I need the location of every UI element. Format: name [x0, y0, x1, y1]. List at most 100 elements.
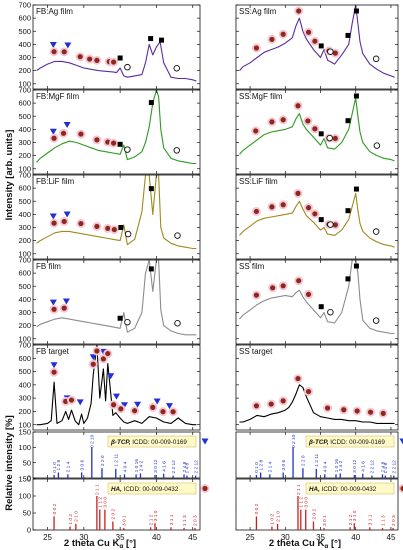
y-tick-label: 700 [18, 86, 31, 95]
y-tick-label: 600 [18, 184, 31, 193]
ref-bar-label: 3 0 1 [122, 515, 128, 526]
y-tick-label: 100 [18, 443, 31, 452]
y-tick-label: 100 [18, 164, 31, 173]
legend-card: ICDD: 00-009-0432 [122, 486, 179, 493]
ref-bar-label: 3 0 6 [281, 459, 287, 470]
ref-bar-label: 2 1 1 [296, 484, 302, 495]
ref-bar-label: 4 0 4 [323, 461, 329, 472]
legend-box [107, 435, 197, 448]
ref-bar-label: 2 2 12 [171, 460, 177, 474]
ref-bar-label: 2 0 3 [193, 515, 199, 526]
y-tick-label: 300 [18, 308, 31, 317]
panel-frame [32, 4, 201, 90]
marker-triangle [49, 41, 57, 48]
chart-panel: SS target [235, 344, 399, 431]
ref-bar-label: 1 0 16 [334, 459, 340, 473]
y-tick-label: 500 [18, 367, 31, 376]
marker-circle [51, 369, 57, 375]
series-line [239, 5, 395, 78]
marker-triangle [62, 298, 70, 305]
ref-bar-label: 1 0 16 [134, 459, 140, 473]
marker-square [148, 186, 154, 192]
y-tick-label: 500 [18, 282, 31, 291]
panel-frame [235, 89, 399, 175]
panel-frame [32, 89, 201, 175]
ref-bar-label: 2 1 0 [74, 511, 80, 522]
marker-triangle [49, 213, 57, 220]
ref-bar-label: 2 2 0 [100, 455, 106, 466]
marker-circle [269, 204, 275, 210]
marker-circle [61, 305, 67, 311]
marker-square [117, 55, 123, 61]
legend-card: ICDD: 00-009-0169 [329, 439, 386, 446]
marker-open-circle [327, 48, 334, 55]
marker-open-circle [327, 308, 334, 316]
ref-bar-label: 1 2 8 [258, 459, 264, 470]
x-axis-label-text: 2 theta Cu K [64, 538, 120, 549]
ref-bar-label: 4 1 6 [361, 461, 367, 472]
series-line [36, 345, 197, 426]
marker-square [318, 304, 324, 310]
marker-square [345, 276, 351, 282]
marker-open-circle [124, 230, 132, 238]
marker-circle [78, 131, 84, 137]
marker-circle [354, 408, 360, 414]
ref-bar-label: 3 0 12 [153, 459, 159, 473]
y-tick-label: 0 [27, 474, 31, 483]
marker-square [345, 208, 351, 214]
ref-bar-label: 2 1 2 [348, 514, 354, 525]
marker-open-circle [174, 232, 181, 239]
y-axis-label: Intensity [arb. units] [4, 130, 15, 221]
ref-bar-label: 3 1 1 [169, 514, 175, 525]
marker-circle [296, 8, 302, 14]
marker-circle [94, 137, 100, 143]
panel-label: SS film [239, 262, 265, 271]
legend-phase: β-TCP, [308, 439, 329, 446]
ref-bar-label: 2 0 2 [111, 508, 117, 519]
series-line [239, 384, 395, 424]
y-tick-label: 150 [18, 428, 31, 437]
marker-circle [400, 485, 403, 492]
marker-circle [94, 223, 100, 230]
x-tick-label: 30 [79, 533, 88, 542]
series-line [239, 260, 395, 335]
x-tick-label: 40 [152, 533, 161, 542]
ref-bar-label: 0 2 10 [291, 434, 297, 448]
y-tick-label: 600 [18, 354, 31, 363]
x-axis-label-unit: [°] [331, 538, 341, 549]
marker-circle [305, 29, 312, 35]
x-tick-label: 30 [281, 533, 290, 542]
marker-circle [332, 222, 338, 228]
marker-open-circle [124, 63, 131, 71]
y-tick-label: 500 [18, 112, 31, 121]
marker-circle [268, 401, 274, 407]
marker-triangle [201, 438, 209, 445]
marker-triangle [120, 402, 128, 409]
chart-panel: SS:Ag film [235, 4, 399, 90]
marker-open-circle [327, 221, 334, 228]
marker-circle [305, 205, 312, 211]
marker-circle [270, 285, 276, 291]
panel-frame [32, 174, 201, 260]
marker-open-circle [173, 64, 181, 72]
marker-circle [105, 350, 111, 357]
y-tick-label: 300 [18, 394, 31, 403]
ref-bar-label: 2 2 12 [193, 460, 199, 474]
legend-phase: β-TCP, [110, 439, 131, 446]
series-line [36, 260, 197, 336]
ref-bar-label: 2 0 3 [391, 515, 397, 526]
marker-open-circle [124, 146, 131, 153]
y-tick-label: 50 [23, 458, 31, 467]
marker-circle [118, 406, 124, 412]
marker-square [159, 37, 165, 43]
y-tick-label: 200 [18, 151, 31, 160]
marker-circle [202, 485, 208, 492]
marker-triangle [113, 393, 120, 400]
marker-circle [280, 283, 286, 289]
marker-circle [110, 59, 117, 65]
x-axis-label-sub: α [324, 543, 328, 550]
marker-square [318, 131, 324, 137]
series-line [239, 97, 395, 162]
y-tick-label: 600 [18, 269, 31, 278]
legend-text: β-TCP, ICDD: 00-009-0169 [110, 439, 187, 446]
